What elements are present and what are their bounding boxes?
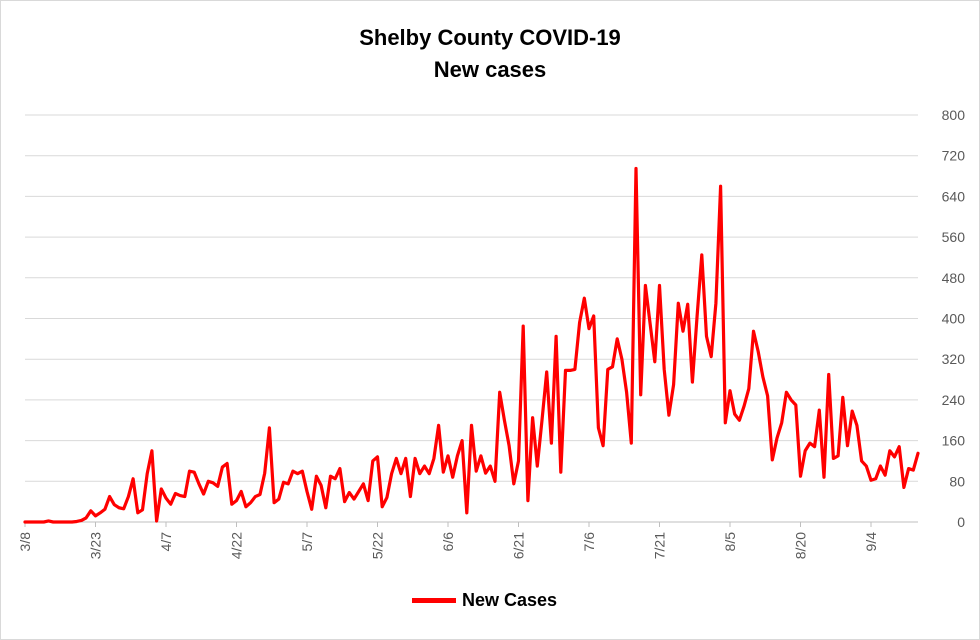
x-tick-label: 6/6 [440, 532, 456, 552]
x-tick-label: 3/8 [17, 532, 33, 552]
x-tick-label: 8/20 [793, 532, 809, 559]
y-tick-label: 800 [942, 107, 966, 123]
x-tick-label: 4/22 [229, 532, 245, 559]
y-tick-label: 0 [957, 514, 965, 530]
series-line-new-cases [23, 166, 920, 524]
x-tick-label: 9/4 [863, 532, 879, 552]
y-tick-label: 720 [942, 148, 966, 164]
legend: New Cases [412, 590, 557, 611]
x-tick-label: 3/23 [88, 532, 104, 559]
y-tick-label: 320 [942, 351, 966, 367]
x-tick-label: 6/21 [511, 532, 527, 559]
y-tick-label: 560 [942, 229, 966, 245]
y-tick-label: 640 [942, 188, 966, 204]
legend-swatch [412, 598, 456, 603]
legend-label: New Cases [462, 590, 558, 610]
y-tick-label: 240 [942, 392, 966, 408]
y-tick-label: 80 [949, 473, 965, 489]
chart-title-line-1: Shelby County COVID-19 [359, 25, 621, 50]
chart-title: Shelby County COVID-19 New cases [0, 22, 980, 86]
chart-title-line-2: New cases [433, 57, 547, 82]
y-tick-label: 160 [942, 433, 966, 449]
x-tick-label: 8/5 [722, 532, 738, 552]
x-tick-label: 4/7 [158, 532, 174, 552]
y-tick-label: 480 [942, 270, 966, 286]
x-tick-label: 5/22 [370, 532, 386, 559]
x-tick-label: 5/7 [299, 532, 315, 552]
x-tick-label: 7/6 [581, 532, 597, 552]
y-tick-label: 400 [942, 311, 966, 327]
x-tick-label: 7/21 [652, 532, 668, 559]
